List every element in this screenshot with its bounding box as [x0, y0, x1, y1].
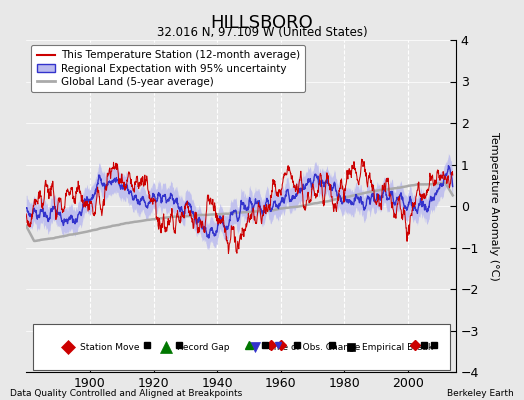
Bar — [32, 324, 450, 370]
Legend: This Temperature Station (12-month average), Regional Expectation with 95% uncer: This Temperature Station (12-month avera… — [31, 45, 305, 92]
Text: Station Move: Station Move — [80, 343, 140, 352]
Y-axis label: Temperature Anomaly (°C): Temperature Anomaly (°C) — [488, 132, 498, 280]
Text: HILLSBORO: HILLSBORO — [211, 14, 313, 32]
Text: Empirical Break: Empirical Break — [362, 343, 433, 352]
Text: 32.016 N, 97.109 W (United States): 32.016 N, 97.109 W (United States) — [157, 26, 367, 39]
Text: Record Gap: Record Gap — [178, 343, 230, 352]
Text: Berkeley Earth: Berkeley Earth — [447, 389, 514, 398]
Text: Data Quality Controlled and Aligned at Breakpoints: Data Quality Controlled and Aligned at B… — [10, 389, 243, 398]
Text: Time of Obs. Change: Time of Obs. Change — [267, 343, 361, 352]
